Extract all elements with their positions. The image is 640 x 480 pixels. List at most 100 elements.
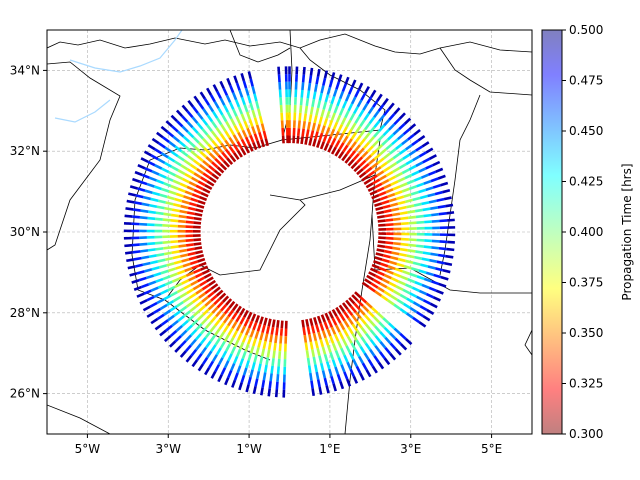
ray-segment	[430, 177, 439, 183]
ray-segment	[134, 170, 143, 177]
ray-segment	[185, 301, 194, 308]
ray-segment	[418, 151, 427, 158]
ray-segment	[221, 295, 230, 303]
ray-segment	[178, 244, 187, 248]
ray-segment	[256, 140, 262, 149]
ray	[247, 71, 269, 147]
ray-segment	[345, 299, 353, 308]
ray-segment	[307, 121, 311, 130]
ray-segment	[250, 313, 257, 322]
ray-segment	[323, 142, 330, 151]
ray-segment	[355, 320, 363, 329]
x-axis-ticks: 5°W 3°W 1°W 1°E 3°E 5°E	[75, 434, 502, 456]
ray-segment	[198, 304, 207, 312]
ray-segment	[279, 97, 283, 106]
ray-segment	[341, 83, 347, 92]
ray-segment	[356, 299, 364, 307]
ray-segment	[365, 332, 372, 341]
ray-segment	[382, 128, 390, 137]
ray-segment	[276, 366, 280, 375]
ray	[374, 256, 449, 281]
ray	[226, 77, 258, 151]
colorbar-tick-label: 0.475	[569, 74, 603, 88]
ray-segment	[220, 367, 227, 376]
ray-segment	[240, 97, 246, 106]
ray-segment	[247, 352, 253, 362]
ray-segment	[383, 108, 390, 117]
ray-segment	[165, 176, 174, 182]
ray-segment	[140, 283, 150, 289]
ray-segment	[300, 89, 304, 98]
ray-segment	[420, 263, 429, 268]
ray-segment	[345, 378, 352, 387]
ray-segment	[164, 256, 174, 262]
ray	[351, 294, 408, 351]
ray-segment	[404, 173, 413, 180]
x-tick-label: 1°E	[319, 442, 340, 456]
ray-segment	[186, 215, 195, 220]
ray-segment	[365, 301, 373, 309]
ray-segment	[266, 349, 271, 358]
ray-segment	[402, 270, 411, 276]
ray-segment	[249, 345, 255, 354]
ray	[348, 296, 402, 356]
ray-segment	[184, 334, 193, 342]
ray-segment	[189, 260, 198, 266]
ray-segment	[378, 191, 387, 197]
ray-segment	[416, 310, 424, 318]
ray-segment	[204, 321, 212, 329]
ray-segment	[345, 119, 352, 128]
ray-segment	[196, 313, 205, 322]
ray-segment	[193, 242, 202, 246]
ray-segment	[157, 199, 166, 204]
ray-segment	[171, 319, 179, 327]
ray-segment	[389, 161, 398, 169]
ray-segment	[168, 190, 177, 196]
ray-segment	[351, 314, 358, 323]
ray-segment	[363, 112, 370, 121]
ray-segment	[374, 182, 383, 189]
ray	[151, 137, 217, 184]
ray-segment	[377, 361, 385, 370]
ray	[377, 203, 454, 219]
ray-segment	[172, 296, 181, 303]
ray-segment	[422, 251, 431, 256]
ray-segment	[197, 101, 205, 110]
ray-segment	[353, 302, 361, 311]
y-tick-label: 32°N	[10, 144, 40, 158]
ray-segment	[224, 139, 231, 148]
ray	[369, 160, 441, 196]
ray-segment	[442, 268, 451, 274]
ray-segment	[350, 305, 357, 314]
ray-segment	[344, 156, 352, 164]
ray-segment	[147, 241, 156, 246]
ray-segment	[172, 203, 181, 208]
ray-segment	[169, 290, 178, 297]
ray-segment	[239, 316, 246, 325]
ray-segment	[398, 252, 408, 257]
ray-segment	[308, 114, 313, 123]
ray-segment	[170, 165, 179, 172]
ray-segment	[170, 219, 179, 223]
ray	[163, 289, 224, 343]
ray	[367, 154, 437, 192]
ray-segment	[397, 177, 406, 183]
ray-segment	[187, 275, 197, 282]
ray-segment	[324, 337, 330, 346]
ray-segment	[383, 290, 392, 297]
ray-segment	[202, 108, 209, 116]
ray-segment	[373, 153, 382, 161]
ray-segment	[330, 326, 337, 335]
ray-segment	[415, 145, 424, 152]
ray-segment	[404, 198, 414, 204]
ray-segment	[376, 157, 385, 165]
ray	[137, 163, 209, 198]
ray-segment	[344, 76, 350, 85]
ray-segment	[176, 287, 185, 294]
ray	[245, 317, 268, 393]
ray-segment	[231, 312, 238, 320]
ray-segment	[323, 117, 329, 127]
ray-segment	[383, 273, 392, 280]
ray-segment	[397, 280, 406, 286]
ray	[324, 312, 359, 384]
